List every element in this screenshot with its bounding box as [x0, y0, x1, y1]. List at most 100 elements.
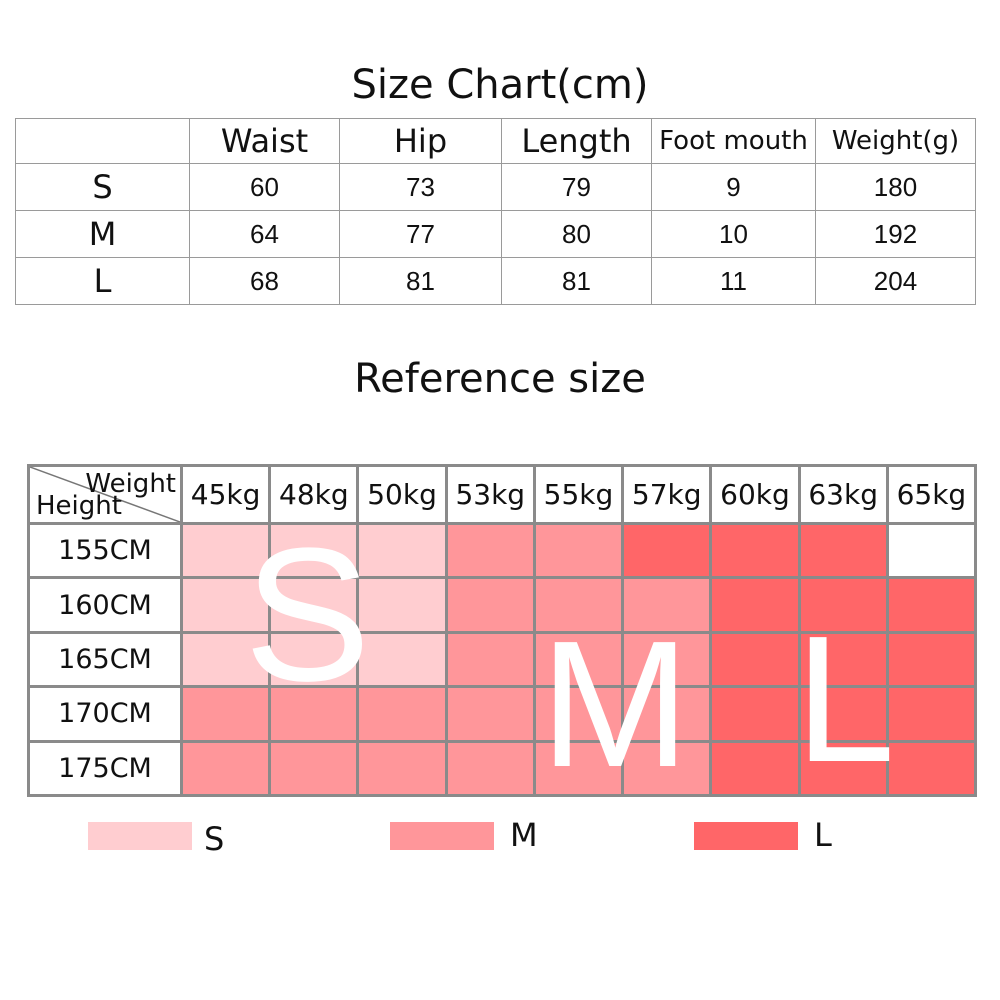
size-zone-cell	[447, 688, 533, 740]
size-zone-cell	[535, 579, 622, 631]
size-zone-cell	[535, 742, 622, 794]
size-zone-cell	[359, 579, 445, 631]
weight-header: 50kg	[359, 467, 445, 522]
diagonal-line-icon	[30, 467, 180, 522]
table-cell: 73	[339, 163, 502, 211]
height-label: 155CM	[30, 525, 180, 577]
table-cell: 60	[189, 163, 340, 211]
table-cell: 68	[189, 257, 340, 305]
height-label: 175CM	[30, 742, 180, 794]
size-zone-cell	[888, 742, 974, 794]
table-row: L 68 81 81 11 204	[15, 257, 976, 305]
size-zone-cell	[800, 579, 886, 631]
size-zone-cell	[359, 633, 445, 686]
size-label: S	[15, 163, 190, 211]
size-zone-cell	[712, 579, 798, 631]
table-cell: 77	[339, 210, 502, 258]
size-zone-cell	[800, 688, 886, 740]
reference-size-title: Reference size	[354, 356, 646, 402]
table-cell: 64	[189, 210, 340, 258]
header-foot-mouth: Foot mouth	[651, 118, 816, 164]
size-zone-cell	[624, 525, 710, 577]
size-zone-cell	[535, 688, 622, 740]
legend-label-l: L	[814, 816, 832, 854]
size-zone-cell	[624, 742, 710, 794]
size-chart-title: Size Chart(cm)	[351, 62, 649, 108]
size-zone-cell	[271, 579, 357, 631]
size-zone-cell	[535, 525, 622, 577]
table-cell: 81	[501, 257, 652, 305]
header-waist: Waist	[189, 118, 340, 164]
table-cell: 180	[815, 163, 976, 211]
size-zone-cell	[183, 742, 269, 794]
size-zone-cell	[888, 579, 974, 631]
height-label: 165CM	[30, 633, 180, 686]
table-cell: 79	[501, 163, 652, 211]
table-row: M 64 77 80 10 192	[15, 210, 976, 258]
weight-header: 53kg	[447, 467, 533, 522]
legend-label-m: M	[510, 816, 538, 854]
size-zone-cell	[359, 688, 445, 740]
size-zone-cell	[271, 633, 357, 686]
size-zone-cell	[447, 525, 533, 577]
table-cell: 11	[651, 257, 816, 305]
size-zone-cell	[624, 633, 710, 686]
header-length: Length	[501, 118, 652, 164]
reference-size-grid: Weight Height 45kg 48kg 50kg 53kg 55kg 57kg 60…	[27, 464, 977, 797]
header-empty-cell	[15, 118, 190, 164]
size-label: L	[15, 257, 190, 305]
size-zone-cell	[800, 633, 886, 686]
table-row: S 60 73 79 9 180	[15, 163, 976, 211]
size-zone-cell	[712, 742, 798, 794]
size-zone-cell	[800, 525, 886, 577]
corner-weight-label: Weight	[85, 469, 176, 499]
size-zone-cell	[359, 742, 445, 794]
height-label: 170CM	[30, 688, 180, 740]
size-zone-cell	[271, 525, 357, 577]
size-chart-table: Waist Hip Length Foot mouth Weight(g) S …	[15, 118, 976, 305]
weight-header: 45kg	[183, 467, 269, 522]
size-zone-cell	[183, 688, 269, 740]
grid-corner-cell: Weight Height	[30, 467, 180, 522]
legend-label-s: S	[204, 820, 225, 858]
table-cell: 81	[339, 257, 502, 305]
table-cell: 9	[651, 163, 816, 211]
legend-swatch-m	[390, 822, 494, 850]
size-zone-cell	[359, 525, 445, 577]
height-label: 160CM	[30, 579, 180, 631]
size-zone-cell	[447, 579, 533, 631]
size-zone-cell	[535, 633, 622, 686]
size-zone-cell	[183, 633, 269, 686]
size-zone-cell	[183, 579, 269, 631]
size-zone-cell	[712, 688, 798, 740]
size-chart-header-row: Waist Hip Length Foot mouth Weight(g)	[15, 118, 976, 164]
size-label: M	[15, 210, 190, 258]
size-zone-cell	[712, 525, 798, 577]
header-weight: Weight(g)	[815, 118, 976, 164]
size-zone-cell	[800, 742, 886, 794]
legend-swatch-s	[88, 822, 192, 850]
size-zone-cell	[447, 742, 533, 794]
size-zone-cell	[183, 525, 269, 577]
corner-height-label: Height	[36, 491, 122, 521]
table-cell: 10	[651, 210, 816, 258]
table-cell: 204	[815, 257, 976, 305]
header-hip: Hip	[339, 118, 502, 164]
size-zone-cell	[888, 525, 974, 577]
table-cell: 80	[501, 210, 652, 258]
size-zone-cell	[447, 633, 533, 686]
size-zone-cell	[271, 688, 357, 740]
weight-header: 60kg	[712, 467, 798, 522]
size-zone-cell	[624, 688, 710, 740]
size-zone-cell	[888, 633, 974, 686]
size-zone-cell	[271, 742, 357, 794]
table-cell: 192	[815, 210, 976, 258]
weight-header: 57kg	[624, 467, 710, 522]
size-zone-cell	[624, 579, 710, 631]
size-zone-cell	[888, 688, 974, 740]
legend-swatch-l	[694, 822, 798, 850]
weight-header: 65kg	[888, 467, 974, 522]
weight-header: 48kg	[271, 467, 357, 522]
weight-header: 55kg	[535, 467, 622, 522]
size-zone-cell	[712, 633, 798, 686]
